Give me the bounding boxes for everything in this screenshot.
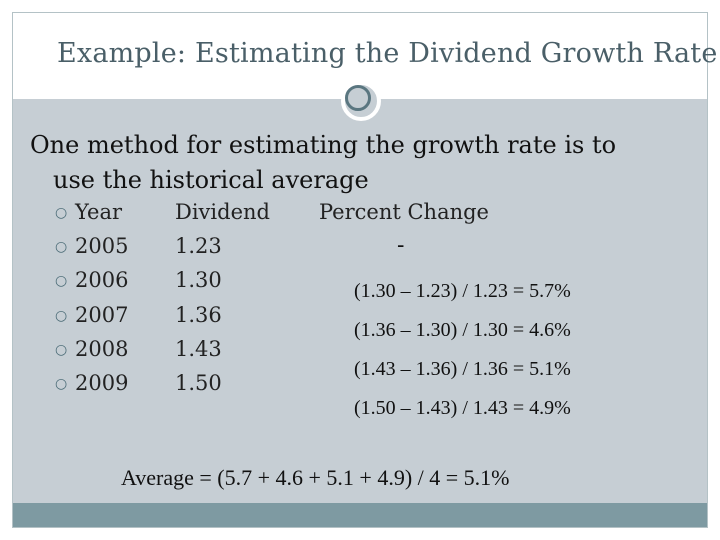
header-year: Year — [75, 200, 123, 224]
dividend-cell: 1.50 — [175, 371, 222, 395]
year-cell: 2009 — [75, 371, 129, 395]
circle-bullet-icon: ○ — [55, 239, 68, 255]
year-cell: 2006 — [75, 268, 129, 292]
table-row: ○ 2007 1.36 — [55, 303, 222, 327]
change-calc: (1.50 – 1.43) / 1.43 = 4.9% — [354, 397, 571, 419]
divider-right — [378, 97, 526, 99]
slide-frame — [12, 12, 708, 528]
first-change-dash: - — [397, 233, 405, 258]
year-cell: 2007 — [75, 303, 129, 327]
header-dividend: Dividend — [175, 200, 270, 224]
dividend-cell: 1.36 — [175, 303, 222, 327]
circle-bullet-icon: ○ — [55, 205, 68, 221]
ring-inner — [345, 85, 371, 111]
header-percent-change: Percent Change — [319, 200, 489, 224]
lead-bullet: One method for estimating the growth rat… — [30, 128, 616, 197]
bottom-bar — [13, 503, 707, 527]
change-calc: (1.36 – 1.30) / 1.30 = 4.6% — [354, 319, 571, 341]
year-cell: 2008 — [75, 337, 129, 361]
slide-title: Example: Estimating the Dividend Growth … — [57, 38, 718, 69]
dividend-cell: 1.43 — [175, 337, 222, 361]
circle-bullet-icon: ○ — [55, 308, 68, 324]
lead-text-line1: One method for estimating the growth rat… — [30, 131, 617, 159]
dividend-cell: 1.23 — [175, 234, 222, 258]
table-row: ○ 2006 1.30 — [55, 268, 222, 292]
circle-bullet-icon: ○ — [55, 342, 68, 358]
lead-text-line2: use the historical average — [53, 166, 369, 194]
change-calc: (1.30 – 1.23) / 1.23 = 5.7% — [354, 280, 571, 302]
table-header-row: ○ Year Dividend Percent Change — [55, 200, 489, 224]
table-row: ○ 2005 1.23 — [55, 234, 222, 258]
circle-bullet-icon: ○ — [55, 376, 68, 392]
dividend-cell: 1.30 — [175, 268, 222, 292]
divider-left — [13, 97, 340, 99]
change-calc: (1.43 – 1.36) / 1.36 = 5.1% — [354, 358, 571, 380]
average-formula: Average = (5.7 + 4.6 + 5.1 + 4.9) / 4 = … — [121, 465, 510, 490]
table-row: ○ 2009 1.50 — [55, 371, 222, 395]
circle-bullet-icon: ○ — [55, 273, 68, 289]
year-cell: 2005 — [75, 234, 129, 258]
table-row: ○ 2008 1.43 — [55, 337, 222, 361]
content-area — [13, 99, 707, 503]
